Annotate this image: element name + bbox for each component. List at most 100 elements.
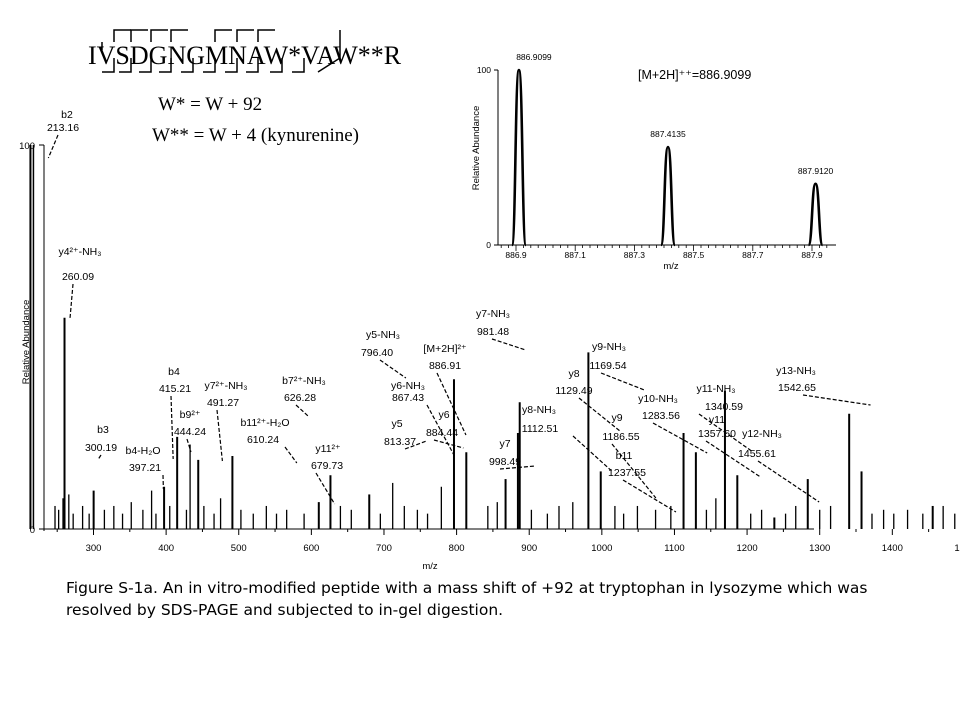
figure-caption: Figure S-1a. An in vitro-modified peptid… — [66, 579, 868, 619]
b-ion-bracket — [113, 29, 131, 42]
isotope-peak — [510, 68, 528, 247]
isotope-peak-label: 886.9099 — [516, 52, 552, 62]
peak-mz-label: 867.43 — [392, 392, 424, 404]
inset-x-tick-label: 887.1 — [565, 250, 587, 260]
peak-leader-line — [698, 413, 752, 452]
peak-mz-label: 1129.49 — [555, 385, 592, 397]
y-ion-bracket — [139, 58, 152, 73]
peak-mz-label: 300.19 — [85, 442, 117, 454]
peak-ion-label: y10-NH₃ — [638, 393, 678, 405]
b-ion-bracket — [170, 29, 188, 42]
peak-leader-line — [216, 409, 223, 462]
inset-x-ticks: 886.9 887.1 887.3 887.5 887.7 887.9 — [500, 245, 828, 260]
y-ion-bracket — [225, 58, 238, 73]
peak-mz-label: 1283.56 — [642, 410, 680, 422]
main-x-tick-label: 900 — [521, 543, 537, 554]
peak-mz-label: 1340.59 — [705, 401, 743, 413]
peak-ion-label: y6 — [438, 409, 449, 421]
peak-ion-label: y11 — [709, 414, 725, 426]
y-ion-bracket — [159, 58, 172, 73]
y-ion-bracket — [317, 30, 341, 73]
peak-ion-label: b7²⁺-NH₃ — [282, 375, 326, 387]
b-ion-bracket — [257, 29, 275, 42]
inset-x-tick-label: 887.7 — [742, 250, 764, 260]
inset-title: [M+2H]⁺⁺=886.9099 — [638, 68, 751, 82]
peak-leader-line — [600, 372, 645, 391]
peak-mz-label: 415.21 — [159, 383, 191, 395]
peak-ion-label: y5 — [391, 418, 402, 430]
peak-leader-line — [295, 404, 309, 417]
y-ion-bracket — [102, 58, 115, 73]
peak-leader-line — [170, 395, 174, 460]
main-x-tick-label: 500 — [231, 543, 247, 554]
peak-mz-label: 610.24 — [247, 434, 279, 446]
main-x-axis-label: m/z — [422, 561, 438, 572]
peak-mz-label: 679.73 — [311, 460, 343, 472]
inset-y-tick-label: 100 — [477, 65, 491, 75]
main-x-ticks: 300 400 500 600 700 800 900 1000 1100 1200 1300 140… — [56, 529, 960, 554]
peak-ion-label: b4-H₂O — [125, 445, 160, 457]
main-y-axis-label: Relative Abundance — [21, 300, 32, 385]
peak-leader-line — [572, 435, 613, 472]
peak-leader-line — [802, 394, 871, 406]
peak-ion-label: y11-NH₃ — [696, 383, 735, 395]
b-ion-bracket — [214, 29, 232, 42]
isotope-inset-chart: 0 100 886.9 887.1 887.3 887.5 887.7 887.9 886.… — [471, 52, 836, 272]
peak-mz-label: 884.44 — [426, 427, 458, 439]
peak-mz-label: 626.28 — [284, 392, 316, 404]
peak-ion-label: y6-NH₃ — [391, 380, 425, 392]
main-x-tick-label: 1300 — [809, 543, 830, 554]
b-ion-bracket — [150, 29, 168, 42]
peak-ion-label: y12-NH₃ — [742, 428, 782, 440]
main-x-tick-label: 1400 — [882, 543, 903, 554]
peak-ion-label: y11²⁺ — [315, 443, 341, 455]
main-y-tick-label: 100 — [19, 141, 35, 152]
y-ion-bracket — [270, 58, 283, 73]
y-ion-bracket — [119, 58, 132, 73]
peak-ion-label: y7-NH₃ — [476, 308, 510, 320]
b-ion-bracket — [236, 29, 254, 42]
peak-mz-label: 886.91 — [429, 360, 461, 372]
peak-mz-label: 213.16 — [47, 122, 79, 134]
peak-mz-label: 981.48 — [477, 326, 509, 338]
y-ion-bracket — [203, 58, 216, 73]
inset-y-tick-label: 0 — [486, 240, 491, 250]
peptide-sequence-group: IVSDGNGMNAW*VAW**R — [88, 29, 402, 73]
isotope-peak-label: 887.9120 — [798, 166, 834, 176]
peak-ion-label: b2 — [61, 109, 73, 121]
b-ion-bracket — [130, 29, 148, 42]
main-x-tick-label: 300 — [86, 543, 102, 554]
peak-ion-label: y13-NH₃ — [776, 365, 816, 377]
peak-leader-line — [436, 372, 467, 436]
isotope-peak-label: 887.4135 — [650, 129, 686, 139]
peak-leader-line — [757, 460, 820, 503]
isotope-peak — [659, 145, 677, 247]
peak-mz-label: 998.49 — [489, 456, 521, 468]
peak-leader-line — [652, 422, 708, 454]
peak-ion-label: y4²⁺-NH₃ — [58, 246, 101, 258]
peak-ion-label: b4 — [168, 366, 180, 378]
main-y-tick-label: 0 — [30, 525, 35, 536]
peak-mz-label: 444.24 — [174, 426, 206, 438]
minor-peaks — [54, 444, 956, 529]
peak-mz-label: 1542.65 — [778, 382, 816, 394]
peak-ion-label: [M+2H]²⁺ — [423, 343, 467, 355]
peak-mz-label: 1237.55 — [608, 467, 646, 479]
peak-mz-label: 1455.61 — [738, 448, 776, 460]
peak-leader-line — [426, 404, 456, 457]
peak-mz-label: 1112.51 — [522, 423, 559, 435]
y-ion-bracket — [181, 58, 194, 73]
peak-leader-line — [433, 439, 464, 449]
peak-ion-label: y9-NH₃ — [592, 341, 626, 353]
main-x-tick-label: 1500 — [954, 543, 960, 554]
msms-spectrum-chart: 0 100 300 400 500 600 700 800 900 1000 1100 1200 13… — [19, 109, 960, 572]
peak-mz-label: 260.09 — [62, 271, 94, 283]
main-x-tick-label: 400 — [158, 543, 174, 554]
peak-ion-label: b3 — [97, 424, 109, 436]
peak-ion-label: b11 — [616, 450, 633, 462]
peak-mz-label: 796.40 — [361, 347, 393, 359]
modification-note-1: W* = W + 92 — [158, 94, 262, 115]
peak-leader-line — [186, 438, 192, 453]
main-x-tick-label: 1000 — [591, 543, 612, 554]
